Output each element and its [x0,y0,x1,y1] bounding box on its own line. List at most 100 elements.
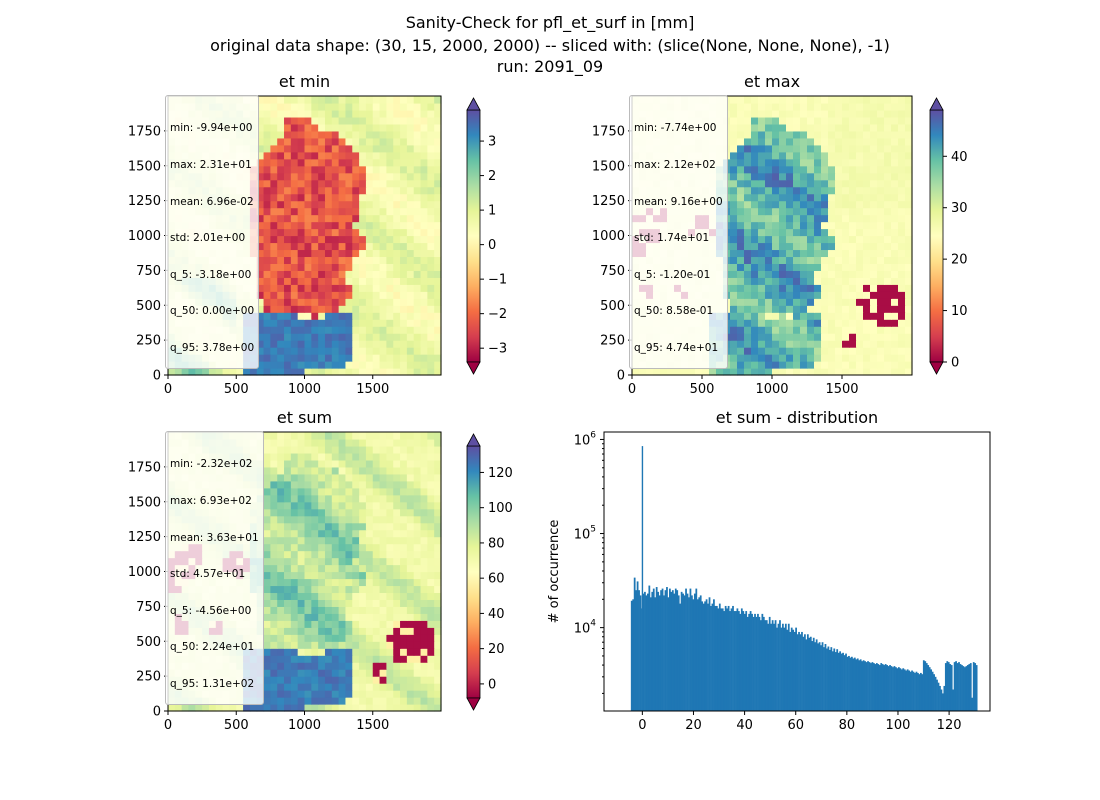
heatmap-cell [284,270,292,278]
heatmap-cell [821,340,829,348]
heatmap-cell [372,284,381,292]
heatmap-cell [891,361,899,369]
heatmap-cell [297,543,306,552]
heatmap-cell [331,704,340,712]
heatmap-cell [821,235,829,244]
heatmap-cell [835,193,843,202]
heatmap-cell [284,354,292,362]
heatmap-cell [386,627,394,635]
heatmap-cell [331,690,340,698]
heatmap-cell [352,697,360,705]
heatmap-cell [765,158,773,167]
heatmap-cell [256,158,265,167]
heatmap-cell [311,494,319,503]
heatmap-cell [270,186,278,195]
heatmap-cell [434,683,442,691]
heatmap-cell [800,109,808,118]
heatmap-cell [413,459,422,468]
heatmap-cell [842,319,850,327]
x-tick-label: 0 [164,718,172,733]
heatmap-cell [413,522,422,531]
heatmap-cell [793,186,801,195]
heatmap-cell [304,445,312,454]
histogram-bar [644,591,646,711]
heatmap-cell [420,515,428,524]
heatmap-cell [870,263,878,271]
heatmap-cell [821,102,829,111]
histogram-bar [732,605,734,711]
heatmap-cell [406,228,415,237]
heatmap-cell [413,221,422,230]
heatmap-cell [434,200,442,209]
heatmap-cell [765,214,773,223]
heatmap-cell [807,96,815,104]
heatmap-cell [758,242,766,251]
heatmap-cell [427,158,435,167]
heatmap-cell [856,158,864,167]
heatmap-cell [434,235,442,244]
heatmap-cell [877,130,885,139]
heatmap-cell [427,242,435,251]
heatmap-cell [434,116,442,125]
heatmap-cell [290,263,299,271]
heatmap-cell [345,340,353,348]
heatmap-cell [277,256,285,264]
heatmap-cell [365,270,374,278]
heatmap-cell [434,96,442,104]
heatmap-cell [345,256,353,264]
heatmap-cell [835,242,843,251]
heatmap-cell [779,305,787,313]
heatmap-cell [406,256,415,264]
heatmap-cell [427,599,435,607]
heatmap-cell [772,319,780,327]
heatmap-cell [751,249,759,258]
heatmap-cell [338,683,347,691]
heatmap-cell [849,186,857,195]
heatmap-cell [290,277,299,285]
heatmap-cell [365,648,374,656]
heatmap-cell [372,697,381,705]
heatmap-cell [884,109,892,118]
heatmap-cell [413,151,422,160]
heatmap-cell [338,627,347,635]
heatmap-cell [800,326,808,334]
heatmap-cell [345,179,353,188]
heatmap-cell [379,284,387,292]
heatmap-cell [400,432,408,440]
heatmap-cell [372,368,381,376]
heatmap-cell [297,312,306,320]
heatmap-cell [413,333,422,341]
x-tick-label: 0 [628,382,636,397]
heatmap-cell [311,102,319,111]
heatmap-cell [311,641,319,649]
heatmap-cell [427,186,435,195]
heatmap-cell [434,494,442,503]
heatmap-cell [406,690,415,698]
heatmap-cell [420,620,428,628]
heatmap-cell [765,109,773,118]
heatmap-cell [345,536,353,545]
heatmap-cell [420,249,428,258]
heatmap-cell [256,179,265,188]
heatmap-cell [365,669,374,677]
heatmap-cell [379,354,387,362]
heatmap-cell [284,508,292,517]
heatmap-cell [427,221,435,230]
heatmap-cell [856,368,864,376]
heatmap-cell [284,144,292,153]
heatmap-cell [393,298,401,306]
heatmap-cell [311,368,319,376]
heatmap-cell [751,151,759,160]
heatmap-cell [821,347,829,355]
heatmap-cell [400,347,408,355]
heatmap-cell [290,221,299,230]
heatmap-cell [386,144,394,153]
heatmap-cell [400,312,408,320]
heatmap-cell [372,123,381,132]
heatmap-cell [793,284,801,292]
heatmap-cell [413,249,422,258]
heatmap-cell [379,432,387,440]
heatmap-cell [338,179,347,188]
heatmap-cell [406,662,415,670]
heatmap-cell [814,151,822,160]
